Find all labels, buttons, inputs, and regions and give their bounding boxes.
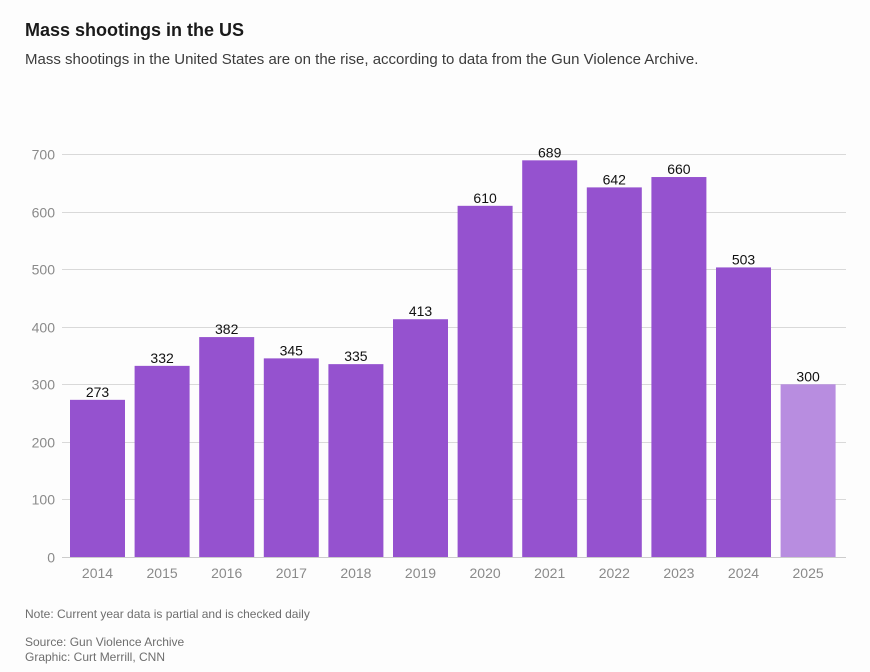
x-tick-label: 2023 — [663, 565, 694, 581]
y-tick-label: 600 — [32, 205, 56, 221]
data-label: 273 — [86, 384, 110, 400]
data-label: 503 — [732, 251, 756, 267]
data-label: 345 — [280, 342, 304, 358]
bar — [393, 319, 448, 557]
x-axis-ticks: 2014 2015 2016 2017 2018 2019 2020 2021 2022 2023… — [82, 565, 824, 581]
x-tick-label: 2018 — [340, 565, 371, 581]
x-tick-label: 2022 — [599, 565, 630, 581]
bar — [586, 187, 642, 558]
y-tick-label: 100 — [32, 492, 56, 508]
y-tick-label: 200 — [32, 435, 56, 451]
data-label: 642 — [603, 171, 627, 187]
chart-title: Mass shootings in the US — [25, 20, 245, 40]
x-tick-label: 2020 — [470, 565, 501, 581]
bar — [651, 177, 707, 557]
chart-subtitle: Mass shootings in the United States are … — [25, 51, 699, 68]
x-tick-label: 2017 — [276, 565, 307, 581]
bar — [134, 365, 190, 557]
data-label: 610 — [473, 190, 497, 206]
bar — [522, 160, 578, 557]
x-tick-label: 2024 — [728, 565, 759, 581]
x-tick-label: 2019 — [405, 565, 436, 581]
y-axis-ticks: 0 100 200 300 400 500 600 700 — [32, 147, 56, 566]
y-tick-label: 400 — [32, 320, 56, 336]
credit-text: Graphic: Curt Merrill, CNN — [25, 650, 166, 664]
x-tick-label: 2021 — [534, 565, 565, 581]
x-tick-label: 2014 — [82, 565, 113, 581]
data-label: 660 — [667, 161, 691, 177]
grid-lines — [62, 154, 846, 558]
chart-source-block: Source: Gun Violence Archive Graphic: Cu… — [25, 635, 184, 665]
bar — [328, 364, 384, 557]
y-tick-label: 500 — [32, 262, 56, 278]
bar — [716, 267, 771, 557]
x-tick-label: 2016 — [211, 565, 242, 581]
y-tick-label: 300 — [32, 377, 56, 393]
data-label: 689 — [538, 144, 562, 160]
bar — [457, 205, 513, 558]
x-tick-label: 2015 — [147, 565, 178, 581]
bar — [199, 337, 255, 557]
data-label: 335 — [344, 348, 368, 364]
data-labels: 273 332 382 345 335 413 610 689 642 660 503 300 — [86, 144, 820, 399]
x-tick-label: 2025 — [793, 565, 824, 581]
y-tick-label: 0 — [47, 550, 55, 566]
data-label: 332 — [150, 350, 174, 366]
y-tick-label: 700 — [32, 147, 56, 163]
bar — [263, 358, 319, 557]
data-label: 413 — [409, 303, 433, 319]
bars — [70, 160, 836, 558]
bar — [70, 399, 125, 557]
source-text: Source: Gun Violence Archive — [25, 635, 185, 649]
data-label: 300 — [796, 368, 820, 384]
bar-partial — [780, 384, 836, 557]
data-label: 382 — [215, 321, 239, 337]
chart-note: Note: Current year data is partial and i… — [25, 607, 310, 621]
